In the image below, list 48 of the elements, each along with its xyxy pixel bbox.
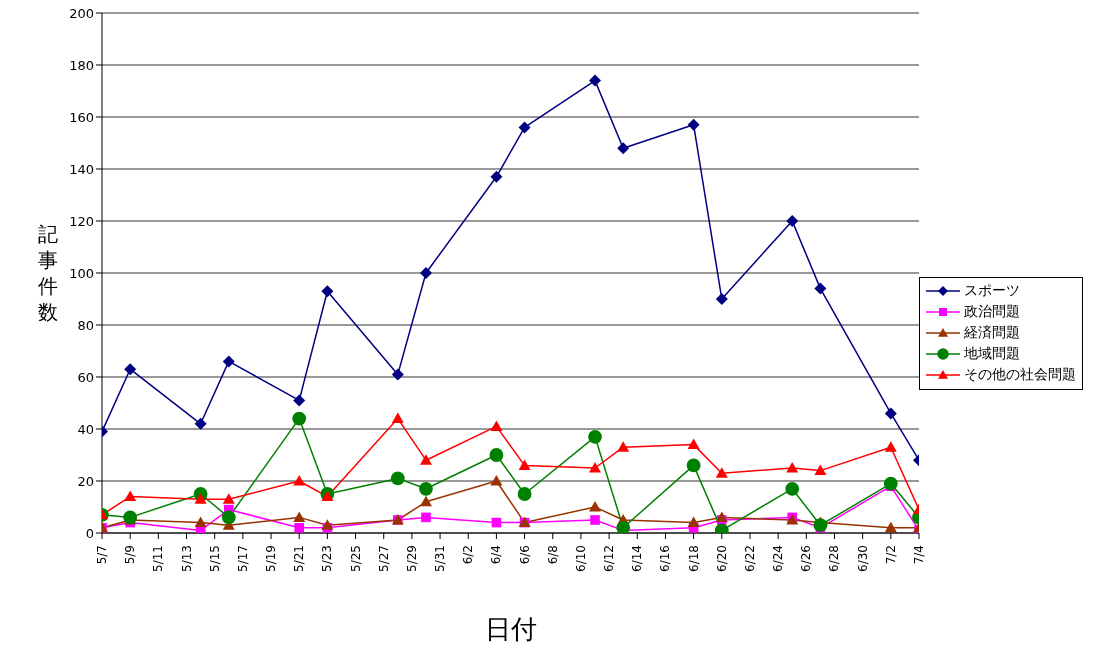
x-tick-label: 6/6: [517, 545, 532, 565]
y-tick-label: 20: [77, 473, 94, 489]
x-tick-label: 6/18: [686, 545, 701, 572]
x-tick-label: 5/19: [264, 545, 279, 572]
y-tick-label: 0: [85, 525, 94, 541]
x-tick-label: 6/12: [602, 545, 617, 572]
x-tick-label: 6/20: [714, 545, 729, 572]
y-tick-label: 180: [69, 57, 94, 73]
x-tick-label: 6/4: [489, 545, 504, 565]
x-tick-label: 6/8: [545, 545, 560, 565]
x-tick-label: 5/23: [320, 545, 335, 572]
x-tick-label: 6/10: [573, 545, 588, 572]
x-tick-label: 6/14: [630, 545, 645, 572]
y-tick-label: 140: [69, 161, 94, 177]
x-tick-label: 6/2: [461, 545, 476, 565]
x-tick-label: 6/26: [799, 545, 814, 572]
x-tick-label: 7/4: [912, 545, 926, 565]
x-tick-label: 6/16: [658, 545, 673, 572]
y-tick-label: 60: [77, 369, 94, 385]
x-tick-label: 5/17: [235, 545, 250, 572]
x-tick-label: 6/30: [855, 545, 870, 572]
x-tick-label: 5/13: [179, 545, 194, 572]
x-tick-label: 5/31: [433, 545, 448, 572]
legend-label: 地域問題: [964, 345, 1020, 363]
legend-label: その他の社会問題: [964, 366, 1076, 384]
x-tick-label: 7/2: [883, 545, 898, 565]
legend-label: 経済問題: [964, 324, 1020, 342]
x-tick-label: 5/25: [348, 545, 363, 572]
x-tick-label: 6/28: [827, 545, 842, 572]
x-tick-label: 5/27: [376, 545, 391, 572]
legend-label: 政治問題: [964, 303, 1020, 321]
y-tick-label: 160: [69, 109, 94, 125]
y-tick-label: 120: [69, 213, 94, 229]
y-tick-label: 100: [69, 265, 94, 281]
x-tick-label: 5/11: [151, 545, 166, 572]
x-tick-label: 6/24: [771, 545, 786, 572]
y-tick-label: 80: [77, 317, 94, 333]
x-tick-label: 5/21: [292, 545, 307, 572]
legend-label: スポーツ: [964, 282, 1020, 300]
y-tick-label: 40: [77, 421, 94, 437]
x-tick-label: 5/7: [95, 545, 109, 565]
x-tick-label: 6/22: [742, 545, 757, 572]
x-tick-label: 5/29: [404, 545, 419, 572]
x-axis-title: 日付: [484, 614, 537, 644]
y-tick-label: 200: [69, 5, 94, 21]
x-tick-label: 5/15: [207, 545, 222, 572]
y-axis-title: 記事件数: [38, 222, 58, 324]
x-tick-label: 5/9: [123, 545, 138, 565]
